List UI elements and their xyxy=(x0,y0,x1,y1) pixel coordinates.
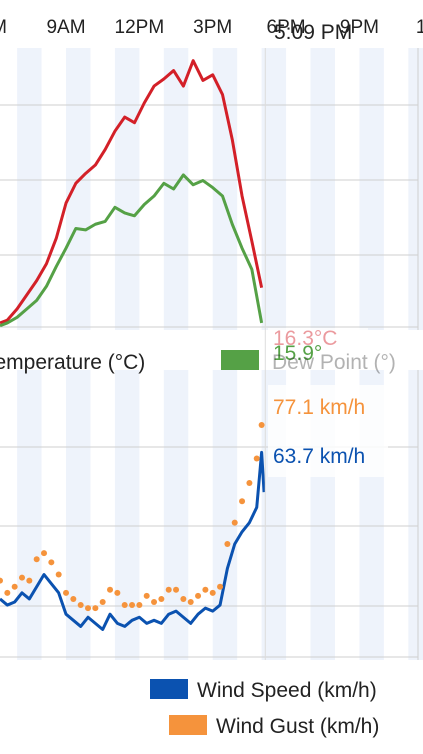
wind-gust-point xyxy=(4,589,11,596)
wind-gust-point xyxy=(19,574,26,581)
hour-band xyxy=(310,48,335,330)
wind-gust-point xyxy=(143,592,150,599)
x-tick-label: AM xyxy=(0,17,7,38)
wind-gust-point xyxy=(209,589,216,596)
wind-gust-point xyxy=(195,592,202,599)
dew-point-line xyxy=(0,173,264,328)
wind-gust-point xyxy=(253,455,260,462)
x-tick-label: 12PM xyxy=(115,17,165,38)
wind-gust-point xyxy=(231,519,238,526)
legend-label-wind-speed: Wind Speed (km/h) xyxy=(197,679,377,702)
tooltip-box-temperature xyxy=(268,328,368,366)
legend-swatch-wind-speed xyxy=(150,679,188,699)
hour-band xyxy=(408,370,423,660)
wind-gust-point xyxy=(246,479,253,486)
wind-gust-point xyxy=(92,605,99,612)
hour-band xyxy=(66,370,91,660)
wind-gust-point xyxy=(55,571,62,578)
wind-gust-point xyxy=(48,559,55,566)
wind-gust-point xyxy=(165,586,172,593)
tooltip-dew-point: 15.9° xyxy=(273,342,322,365)
wind-gust-point xyxy=(173,586,180,593)
tooltip-wind-gust: 77.1 km/h xyxy=(273,396,365,419)
wind-gust-point xyxy=(151,599,158,605)
hour-band xyxy=(17,370,42,660)
wind-gust-point xyxy=(107,586,114,593)
wind-gust-point xyxy=(26,577,33,584)
wind-gust-point xyxy=(180,595,187,602)
x-tick-label: 9PM xyxy=(340,17,379,38)
wind-gust-point xyxy=(217,583,224,590)
wind-gust-point xyxy=(136,602,143,609)
hour-band xyxy=(212,370,238,660)
wind-gust-point xyxy=(202,586,209,593)
legend-label-temperature: Temperature (°C) xyxy=(0,351,145,374)
legend-label-dew-point: Dew Point (°) xyxy=(272,351,396,374)
x-tick-label: 6PM xyxy=(267,17,306,38)
hour-band xyxy=(212,48,238,330)
crosshair-time: 5:09 PM xyxy=(274,21,352,44)
hour-band xyxy=(114,48,140,330)
wind-gust-point xyxy=(77,602,84,609)
wind-gust-point xyxy=(239,498,246,505)
wind-gust-point xyxy=(85,605,92,612)
wind-gust-point xyxy=(114,589,121,596)
x-tick-label: 3PM xyxy=(193,17,232,38)
legend-swatch-dew-point xyxy=(221,350,259,370)
wind-gust-point xyxy=(258,421,265,428)
wind-gust-point xyxy=(70,595,77,602)
x-tick-label: 12A xyxy=(416,17,423,38)
wind-gust-point xyxy=(11,583,18,590)
legend-swatch-wind-gust xyxy=(169,715,207,735)
wind-speed-km-h-line xyxy=(0,450,266,631)
hour-band xyxy=(114,370,140,660)
hour-band xyxy=(359,48,384,330)
wind-gust-point xyxy=(0,577,3,584)
wind-gust-point xyxy=(158,595,165,602)
wind-gust-point xyxy=(187,599,194,605)
wind-gust-point xyxy=(63,589,70,596)
hour-band xyxy=(66,48,91,330)
wind-gust-point xyxy=(41,550,48,557)
wind-gust-point xyxy=(224,541,231,547)
hour-band xyxy=(163,48,189,330)
wind-gust-point xyxy=(121,602,128,609)
hour-band xyxy=(408,48,423,330)
tooltip-box-wind xyxy=(268,385,388,477)
hour-band xyxy=(17,48,42,330)
tooltip-wind-speed: 63.7 km/h xyxy=(273,445,365,468)
x-tick-label: 9AM xyxy=(46,17,85,38)
tooltip-temperature: 16.3°C xyxy=(273,327,337,350)
legend-label-wind-gust: Wind Gust (km/h) xyxy=(216,715,379,738)
wind-gust-point xyxy=(129,602,136,609)
temperature-c-line xyxy=(0,59,264,325)
wind-gust-point xyxy=(33,556,40,563)
wind-gust-point xyxy=(99,599,106,605)
